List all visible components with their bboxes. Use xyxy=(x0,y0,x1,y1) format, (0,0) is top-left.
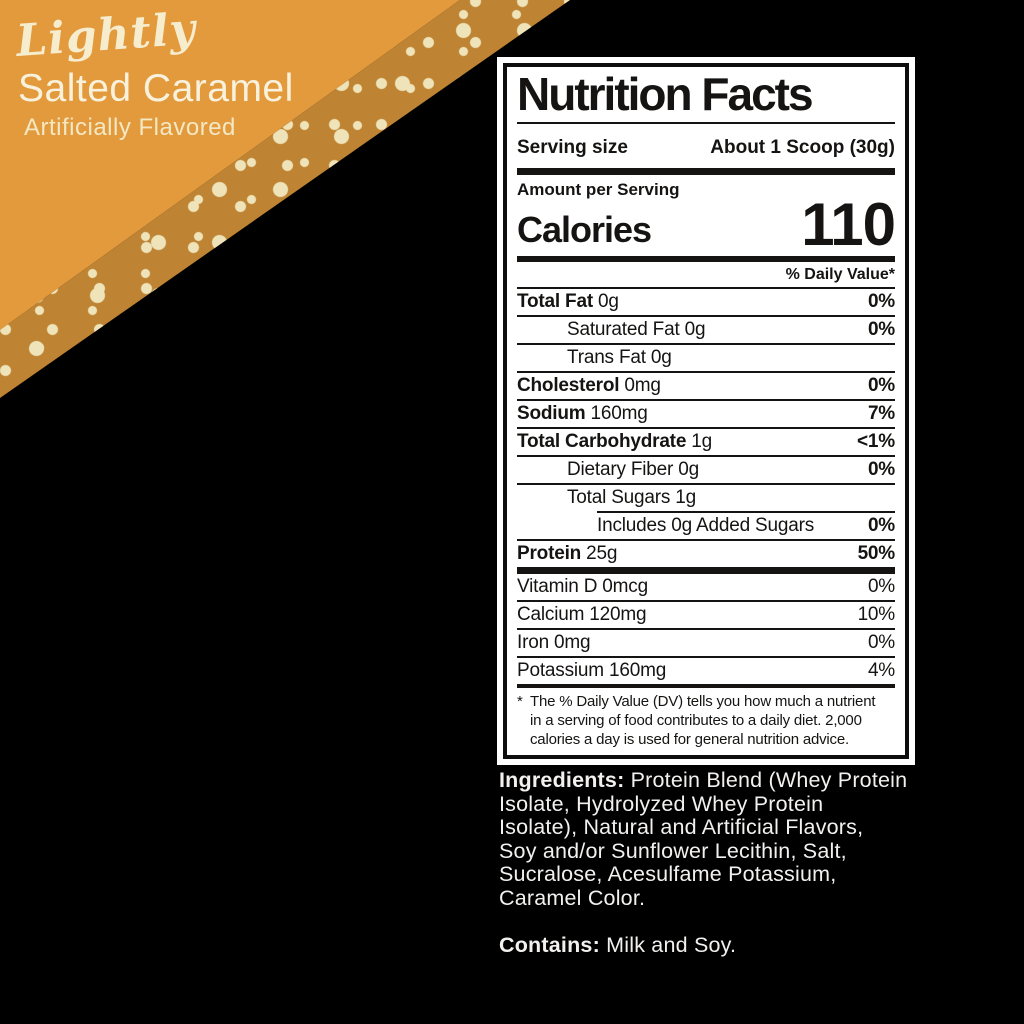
calories-value: 110 xyxy=(801,191,896,258)
nutrient-row: Includes 0g Added Sugars 0% xyxy=(597,510,895,539)
nutrient-row: Trans Fat 0g xyxy=(517,342,895,371)
calories-row: Calories 110 xyxy=(517,191,896,258)
nutrient-name-amount: Iron 0mg xyxy=(517,631,591,653)
footnote-asterisk: * xyxy=(517,693,523,710)
daily-value-header: % Daily Value* xyxy=(785,265,895,283)
nutrient-row: Total Fat 0g 0% xyxy=(517,286,895,315)
flavor-name: Salted Caramel xyxy=(18,67,294,110)
nutrient-daily-value: 0% xyxy=(867,575,895,597)
ingredients-label: Ingredients: xyxy=(499,768,625,792)
nutrient-daily-value: 0% xyxy=(867,318,895,340)
nutrient-name-amount: Cholesterol 0mg xyxy=(517,374,661,396)
nutrient-row: Dietary Fiber 0g 0% xyxy=(517,454,895,483)
divider-bar-thick xyxy=(517,168,895,175)
nutrient-name-amount: Protein 25g xyxy=(517,542,618,564)
footnote-text: The % Daily Value (DV) tells you how muc… xyxy=(530,693,876,748)
nutrition-facts-border-box: Nutrition Facts Serving size About 1 Sco… xyxy=(503,63,909,759)
serving-size-value: About 1 Scoop (30g) xyxy=(710,137,895,158)
nutrient-row: Iron 0mg 0% xyxy=(517,627,895,656)
amount-per-serving-label: Amount per Serving xyxy=(517,180,680,199)
contains-label: Contains: xyxy=(499,933,600,957)
nutrient-rows: Total Fat 0g 0% Saturated Fat 0g 0% Trans Fa… xyxy=(517,286,896,567)
nutrient-row: Sodium 160mg 7% xyxy=(517,398,895,427)
nutrient-daily-value: 0% xyxy=(867,458,895,480)
calories-label: Calories xyxy=(517,209,652,250)
nutrient-daily-value: 0% xyxy=(867,374,895,396)
ingredients-block: Ingredients: Protein Blend (Whey Protein… xyxy=(499,768,927,958)
nutrient-name-amount: Sodium 160mg xyxy=(517,402,648,424)
ingredients-text: Protein Blend (Whey Protein Isolate, Hydr… xyxy=(499,768,908,910)
nutrient-name-amount: Vitamin D 0mcg xyxy=(517,575,648,597)
serving-size-label: Serving size xyxy=(517,137,628,158)
nutrient-name-amount: Trans Fat 0g xyxy=(567,346,672,368)
divider-bar-thick xyxy=(517,566,895,574)
nutrient-daily-value: 7% xyxy=(867,402,895,424)
nutrient-row: Total Sugars 1g xyxy=(517,482,895,511)
nutrient-name-amount: Total Sugars 1g xyxy=(567,486,697,508)
nutrient-row: Total Carbohydrate 1g <1% xyxy=(517,426,895,455)
daily-value-footnote: * The % Daily Value (DV) tells you how m… xyxy=(517,692,895,749)
nutrient-name-amount: Total Fat 0g xyxy=(517,290,619,312)
divider-bar-medium xyxy=(517,256,895,262)
nutrient-name-amount: Includes 0g Added Sugars xyxy=(597,514,815,536)
nutrient-row: Cholesterol 0mg 0% xyxy=(517,370,895,399)
ingredients-statement: Ingredients: Protein Blend (Whey Protein… xyxy=(499,768,927,910)
nutrient-row: Potassium 160mg 4% xyxy=(517,655,895,684)
serving-size-row: Serving size About 1 Scoop (30g) xyxy=(517,124,895,168)
nutrient-name-amount: Total Carbohydrate 1g xyxy=(517,430,713,452)
nutrient-row: Vitamin D 0mcg 0% xyxy=(517,574,895,600)
nutrition-facts-title: Nutrition Facts xyxy=(517,69,895,124)
nutrient-daily-value: 0% xyxy=(867,631,895,653)
flavor-subtitle: Artificially Flavored xyxy=(24,114,236,141)
contains-statement: Contains: Milk and Soy. xyxy=(499,933,927,958)
micronutrient-rows: Vitamin D 0mcg 0% Calcium 120mg 10% Iron 0mg… xyxy=(517,574,895,684)
nutrient-name-amount: Potassium 160mg xyxy=(517,659,667,681)
divider-bar-thin xyxy=(517,683,895,688)
nutrient-daily-value: 0% xyxy=(867,290,895,312)
nutrient-daily-value: <1% xyxy=(857,430,895,452)
nutrient-daily-value: 50% xyxy=(857,542,896,564)
nutrient-row: Saturated Fat 0g 0% xyxy=(517,314,895,343)
nutrition-facts-panel: Nutrition Facts Serving size About 1 Sco… xyxy=(497,57,915,765)
nutrient-daily-value: 10% xyxy=(857,603,896,625)
nutrient-name-amount: Calcium 120mg xyxy=(517,603,647,625)
nutrient-daily-value: 0% xyxy=(867,514,895,536)
nutrient-row: Calcium 120mg 10% xyxy=(517,599,896,628)
nutrient-name-amount: Saturated Fat 0g xyxy=(567,318,706,340)
nutrient-name-amount: Dietary Fiber 0g xyxy=(567,458,699,480)
nutrient-row: Protein 25g 50% xyxy=(517,538,896,567)
contains-text: Milk and Soy. xyxy=(606,933,737,957)
flavor-banner-text: Lightly Salted Caramel Artificially Flav… xyxy=(15,4,294,142)
nutrient-daily-value: 4% xyxy=(867,659,895,681)
